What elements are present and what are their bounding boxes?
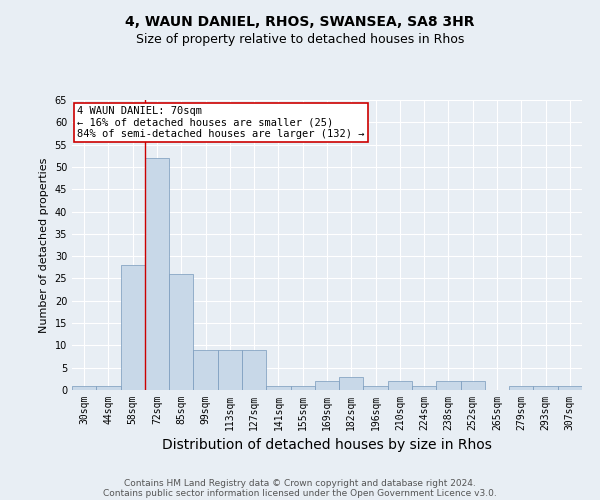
Bar — [364, 386, 388, 390]
Bar — [558, 386, 582, 390]
X-axis label: Distribution of detached houses by size in Rhos: Distribution of detached houses by size … — [162, 438, 492, 452]
Bar — [339, 376, 364, 390]
Bar — [242, 350, 266, 390]
Bar — [388, 381, 412, 390]
Text: 4, WAUN DANIEL, RHOS, SWANSEA, SA8 3HR: 4, WAUN DANIEL, RHOS, SWANSEA, SA8 3HR — [125, 15, 475, 29]
Bar — [436, 381, 461, 390]
Text: 4 WAUN DANIEL: 70sqm
← 16% of detached houses are smaller (25)
84% of semi-detac: 4 WAUN DANIEL: 70sqm ← 16% of detached h… — [77, 106, 365, 139]
Bar — [461, 381, 485, 390]
Text: Size of property relative to detached houses in Rhos: Size of property relative to detached ho… — [136, 32, 464, 46]
Bar — [169, 274, 193, 390]
Bar — [266, 386, 290, 390]
Bar — [412, 386, 436, 390]
Bar — [218, 350, 242, 390]
Bar — [315, 381, 339, 390]
Text: Contains HM Land Registry data © Crown copyright and database right 2024.: Contains HM Land Registry data © Crown c… — [124, 478, 476, 488]
Bar — [121, 265, 145, 390]
Bar — [193, 350, 218, 390]
Bar — [533, 386, 558, 390]
Bar — [509, 386, 533, 390]
Y-axis label: Number of detached properties: Number of detached properties — [39, 158, 49, 332]
Bar — [290, 386, 315, 390]
Bar — [145, 158, 169, 390]
Bar — [96, 386, 121, 390]
Bar — [72, 386, 96, 390]
Text: Contains public sector information licensed under the Open Government Licence v3: Contains public sector information licen… — [103, 488, 497, 498]
